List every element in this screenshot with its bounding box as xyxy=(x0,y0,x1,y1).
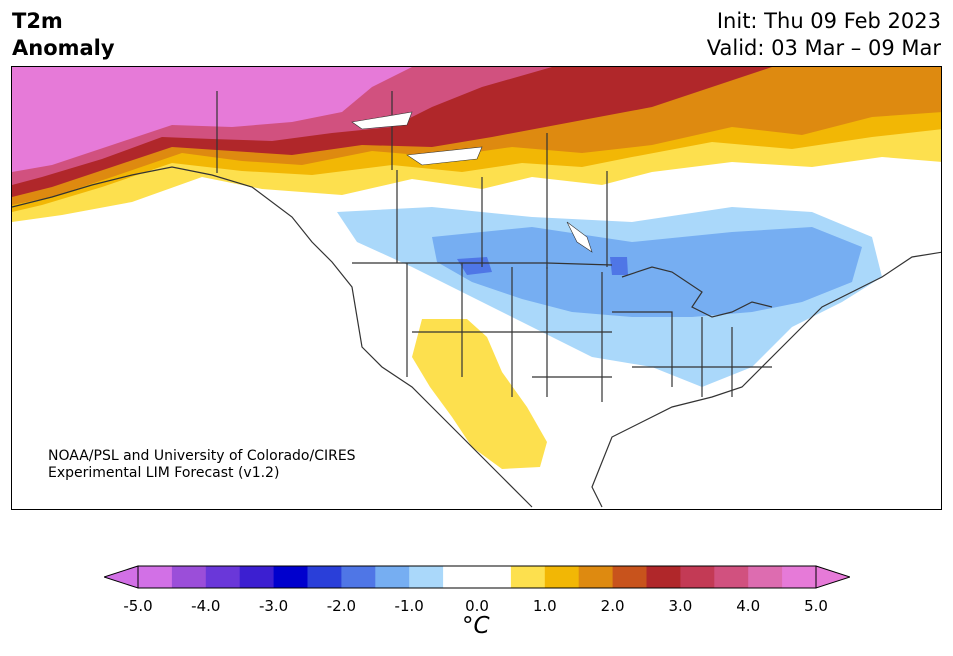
colorbar-swatch xyxy=(205,566,241,588)
colorbar-swatch xyxy=(273,566,308,588)
colorbar-swatch xyxy=(646,566,681,588)
colorbar-swatch xyxy=(443,566,478,588)
title-line-1: T2m xyxy=(12,9,63,33)
colorbar-tick-label: 2.0 xyxy=(600,597,625,615)
colorbar xyxy=(102,563,852,595)
colorbar-unit: °C xyxy=(462,613,490,639)
map-title: T2m Anomaly xyxy=(12,8,115,62)
colorbar-tick-label: 5.0 xyxy=(804,597,828,615)
colorbar-swatch xyxy=(544,566,580,588)
colorbar-swatch xyxy=(409,566,444,588)
lake-shapes xyxy=(351,111,593,253)
colorbar-swatch xyxy=(171,566,207,588)
colorbar-swatch xyxy=(612,566,647,588)
colorbar-swatch xyxy=(782,566,817,588)
colorbar-max-arrow xyxy=(815,565,852,589)
colorbar-swatch xyxy=(510,566,546,588)
colorbar-tick-label: 0.0 xyxy=(465,597,489,615)
colorbar-swatch xyxy=(578,566,614,588)
colorbar-tick-label: -1.0 xyxy=(394,597,424,615)
colorbar-tick-label: -5.0 xyxy=(123,597,153,615)
title-line-2: Anomaly xyxy=(12,36,115,60)
anomaly-map xyxy=(11,66,942,510)
colorbar-tick-label: 3.0 xyxy=(668,597,693,615)
data-credit: NOAA/PSL and University of Colorado/CIRE… xyxy=(48,448,356,482)
colorbar-outline xyxy=(137,565,817,589)
valid-range: Valid: 03 Mar – 09 Mar xyxy=(706,36,941,60)
init-date: Init: Thu 09 Feb 2023 xyxy=(716,9,941,33)
colorbar-tick-label: 1.0 xyxy=(532,597,557,615)
cold-anomaly-dark xyxy=(457,257,628,275)
colorbar-swatch xyxy=(239,566,275,588)
forecast-dates: Init: Thu 09 Feb 2023 Valid: 03 Mar – 09… xyxy=(707,8,941,62)
warm-anomaly-magenta xyxy=(12,67,412,172)
colorbar-swatch xyxy=(714,566,749,588)
credit-line-2: Experimental LIM Forecast (v1.2) xyxy=(48,465,280,481)
colorbar-tick-labels: -5.0 -4.0 -3.0 -2.0 -1.0 0.0 1.0 2.0 3.0 4.0 5.0 xyxy=(0,597,953,617)
credit-line-1: NOAA/PSL and University of Colorado/CIRE… xyxy=(48,448,356,464)
warm-anomaly-southwest xyxy=(412,319,547,469)
cold-anomaly-medium xyxy=(432,227,862,317)
colorbar-swatches xyxy=(102,565,852,589)
colorbar-swatch xyxy=(680,566,715,588)
colorbar-tick-label: -4.0 xyxy=(191,597,221,615)
colorbar-swatch xyxy=(748,566,783,588)
colorbar-tick-label: -3.0 xyxy=(258,597,289,615)
colorbar-swatch xyxy=(307,566,342,588)
colorbar-swatch xyxy=(375,566,410,588)
colorbar-swatch xyxy=(138,566,173,588)
colorbar-swatch xyxy=(341,566,376,588)
colorbar-min-arrow xyxy=(102,565,139,589)
map-canvas xyxy=(12,67,941,508)
colorbar-tick-label: 4.0 xyxy=(736,597,761,615)
land-outlines xyxy=(12,91,941,508)
colorbar-tick-label: -2.0 xyxy=(326,597,357,615)
colorbar-swatch xyxy=(477,566,512,588)
